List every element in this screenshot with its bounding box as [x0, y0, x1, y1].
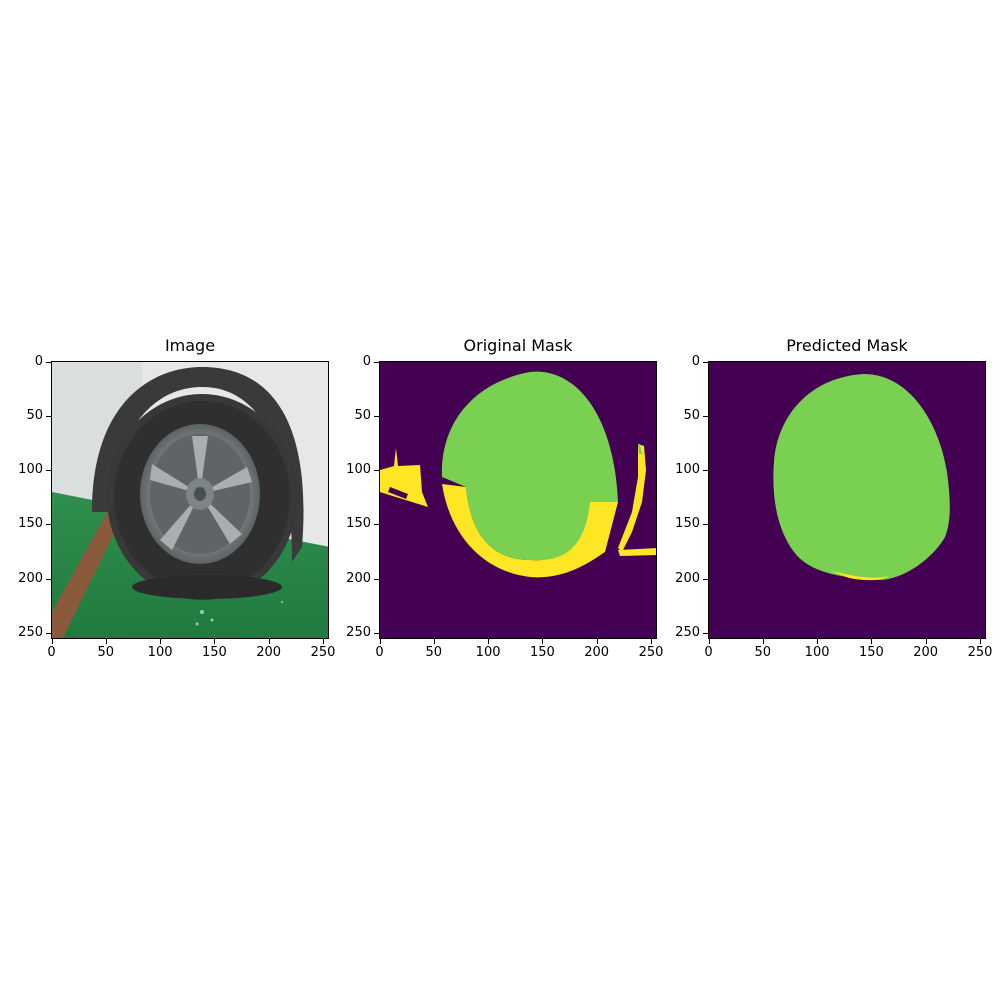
x-tick-label: 100 [475, 645, 501, 660]
x-tick-label: 250 [638, 645, 664, 660]
x-tick-label: 150 [529, 645, 555, 660]
y-tick-mark [46, 415, 51, 417]
x-tick-mark [322, 639, 324, 644]
y-tick-mark [703, 415, 708, 417]
y-tick-label: 200 [675, 570, 700, 586]
predicted-mask-panel [708, 361, 986, 639]
y-tick-mark [703, 578, 708, 580]
x-tick-label: 150 [858, 645, 884, 660]
panel-title-image: Image [164, 336, 216, 355]
y-tick-label: 200 [346, 570, 371, 586]
x-tick-label: 50 [425, 645, 443, 660]
x-tick-label: 150 [201, 645, 227, 660]
y-tick-label: 100 [346, 462, 371, 478]
predicted-mask [709, 362, 985, 638]
y-tick-mark [46, 361, 51, 363]
y-tick-mark [703, 361, 708, 363]
x-tick-mark [817, 639, 819, 644]
x-tick-mark [51, 639, 53, 644]
original-mask [380, 362, 656, 638]
y-tick-label: 50 [26, 407, 43, 423]
x-tick-mark [871, 639, 873, 644]
x-tick-mark [433, 639, 435, 644]
y-tick-mark [703, 470, 708, 472]
x-tick-mark [105, 639, 107, 644]
x-tick-label: 50 [754, 645, 772, 660]
y-tick-mark [46, 470, 51, 472]
y-tick-mark [46, 632, 51, 634]
x-tick-mark [488, 639, 490, 644]
x-tick-mark [596, 639, 598, 644]
x-tick-mark [708, 639, 710, 644]
x-tick-label: 0 [375, 645, 384, 660]
y-tick-mark [46, 578, 51, 580]
y-tick-label: 100 [675, 462, 700, 478]
x-tick-label: 200 [256, 645, 282, 660]
y-tick-mark [46, 524, 51, 526]
x-tick-label: 0 [47, 645, 56, 660]
y-tick-label: 250 [18, 624, 43, 640]
x-tick-mark [542, 639, 544, 644]
y-tick-mark [374, 415, 379, 417]
y-tick-label: 150 [346, 516, 371, 532]
tire-photo [52, 362, 328, 638]
x-tick-label: 200 [913, 645, 939, 660]
x-tick-mark [762, 639, 764, 644]
y-tick-label: 250 [346, 624, 371, 640]
y-tick-mark [374, 524, 379, 526]
x-tick-mark [379, 639, 381, 644]
x-tick-mark [268, 639, 270, 644]
panel-title-original-mask: Original Mask [463, 336, 573, 355]
y-tick-mark [703, 524, 708, 526]
y-tick-label: 50 [354, 407, 371, 423]
y-tick-label: 200 [18, 570, 43, 586]
y-tick-mark [374, 361, 379, 363]
panel-title-predicted-mask: Predicted Mask [786, 336, 908, 355]
y-tick-label: 100 [18, 462, 43, 478]
image-panel [51, 361, 329, 639]
y-tick-label: 50 [683, 407, 700, 423]
y-tick-label: 150 [18, 516, 43, 532]
x-tick-label: 250 [967, 645, 993, 660]
y-tick-mark [374, 578, 379, 580]
x-tick-label: 0 [704, 645, 713, 660]
x-tick-label: 100 [804, 645, 830, 660]
y-tick-mark [374, 632, 379, 634]
y-tick-label: 250 [675, 624, 700, 640]
x-tick-mark [979, 639, 981, 644]
original-mask-panel [379, 361, 657, 639]
x-tick-mark [650, 639, 652, 644]
x-tick-label: 50 [97, 645, 115, 660]
y-tick-mark [703, 632, 708, 634]
y-tick-mark [374, 470, 379, 472]
y-tick-label: 0 [362, 353, 371, 369]
x-tick-label: 200 [584, 645, 610, 660]
y-tick-label: 150 [675, 516, 700, 532]
y-tick-label: 0 [691, 353, 700, 369]
x-tick-mark [160, 639, 162, 644]
x-tick-mark [925, 639, 927, 644]
x-tick-label: 250 [310, 645, 336, 660]
x-tick-mark [214, 639, 216, 644]
x-tick-label: 100 [147, 645, 173, 660]
y-tick-label: 0 [34, 353, 43, 369]
